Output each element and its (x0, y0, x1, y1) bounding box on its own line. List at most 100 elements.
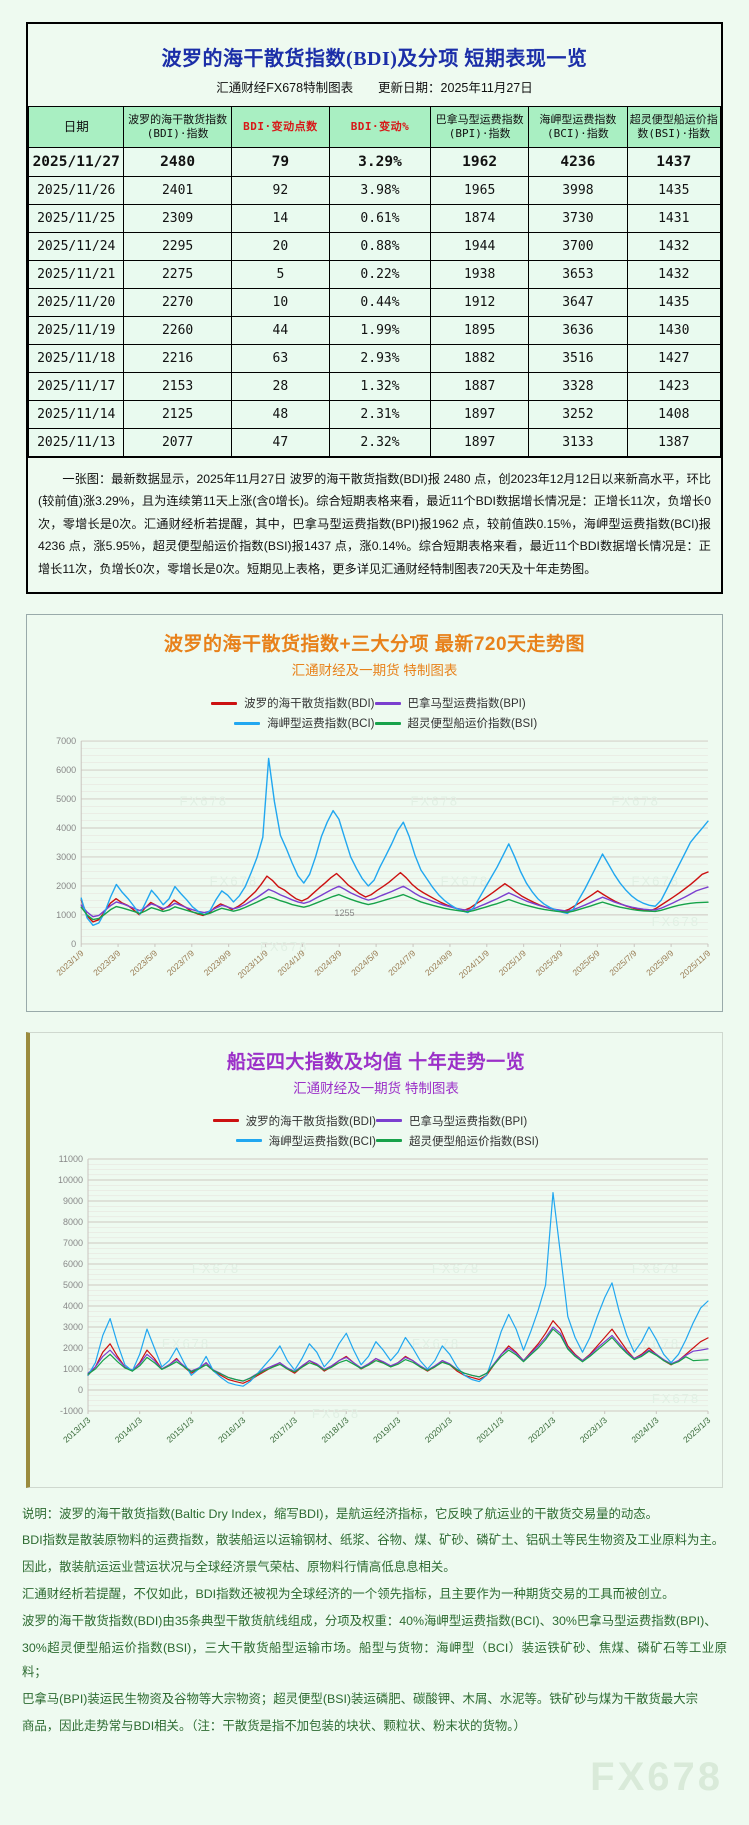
cell-change-percent: 0.88% (328, 231, 432, 261)
cell-bdi: 2125 (123, 399, 232, 429)
table-row: 2025/11/27 2480 79 3.29% 1962 4236 1437 (27, 146, 722, 177)
table-row: 2025/11/24 2295 20 0.88% 1944 3700 1432 (27, 231, 722, 261)
svg-text:FX678: FX678 (632, 1336, 680, 1351)
cell-change-points: 63 (230, 343, 330, 373)
chart-tenyear-plot-area: -1000 0 1000 2000 3000 4000 5000 6000 7000 8000 90… (30, 1153, 722, 1487)
chart-tenyear-subtitle: 汇通财经及一期货 特制图表 (293, 1080, 459, 1096)
svg-text:2000: 2000 (56, 881, 76, 891)
cell-bpi: 1962 (430, 146, 530, 177)
footer-line: 说明：波罗的海干散货指数(Baltic Dry Index，缩写BDI)，是航运… (22, 1506, 659, 1521)
svg-text:2017/1/3: 2017/1/3 (268, 1414, 299, 1444)
cell-change-percent: 0.22% (328, 259, 432, 289)
table-row: 2025/11/14 2125 48 2.31% 1897 3252 1408 (27, 399, 722, 429)
table-subtitle: 汇通财经FX678特制图表 更新日期：2025年11月27日 (28, 77, 721, 106)
legend-item-bdi[interactable]: 波罗的海干散货指数(BDI) (55, 693, 375, 713)
footer-line: 巴拿马(BPI)装运民生物资及谷物等大宗物资；超灵便型(BSI)装运磷肥、碳酸钾… (22, 1692, 698, 1707)
cell-date: 2025/11/20 (27, 287, 125, 317)
cell-change-percent: 3.98% (328, 175, 432, 205)
chart-720day-svg: 0 1000 2000 3000 4000 5000 6000 7000 FX678 FX678 F… (54, 736, 712, 981)
svg-text:1255: 1255 (334, 908, 354, 918)
cell-date: 2025/11/17 (27, 371, 125, 401)
table-row: 2025/11/21 2275 5 0.22% 1938 3653 1432 (27, 259, 722, 289)
svg-text:5000: 5000 (63, 1280, 83, 1290)
cell-bci: 3328 (528, 371, 628, 401)
cell-bci: 3252 (528, 399, 628, 429)
cell-bpi: 1874 (430, 203, 530, 233)
cell-date: 2025/11/18 (27, 343, 125, 373)
table-row: 2025/11/25 2309 14 0.61% 1874 3730 1431 (27, 203, 722, 233)
legend-item-bsi[interactable]: 超灵便型船运价指数(BSI) (376, 1131, 694, 1151)
legend-item-bpi[interactable]: 巴拿马型运费指数(BPI) (374, 693, 695, 713)
bdi-table-panel: 波罗的海干散货指数(BDI)及分项 短期表现一览 汇通财经FX678特制图表 更… (26, 22, 723, 595)
svg-text:0: 0 (71, 939, 76, 949)
cell-date: 2025/11/25 (27, 203, 125, 233)
svg-text:8000: 8000 (63, 1217, 83, 1227)
column-header-bdi: 波罗的海干散货指数(BDI)·指数 (123, 106, 232, 148)
chart-tenyear-svg: -1000 0 1000 2000 3000 4000 5000 6000 7000 8000 90… (58, 1154, 713, 1445)
table-row: 2025/11/13 2077 47 2.32% 1897 3133 1387 (27, 427, 722, 457)
svg-text:2023/9/9: 2023/9/9 (202, 948, 234, 978)
svg-text:FX678: FX678 (441, 874, 489, 889)
svg-text:0: 0 (78, 1385, 83, 1395)
cell-bpi: 1897 (430, 427, 530, 457)
table-row: 2025/11/18 2216 63 2.93% 1882 3516 1427 (27, 343, 722, 373)
footer-line: 汇通财经析若提醒，不仅如此，BDI指数还被视为全球经济的一个领先指标，且主要作为… (22, 1586, 675, 1601)
cell-date: 2025/11/27 (27, 146, 125, 177)
cell-change-percent: 0.44% (328, 287, 432, 317)
column-header-bdi-change-percent: BDI·变动% (328, 106, 432, 148)
cell-date: 2025/11/24 (27, 231, 125, 261)
cell-bdi: 2077 (123, 427, 232, 457)
svg-text:2014/1/3: 2014/1/3 (113, 1414, 144, 1444)
column-header-date: 日期 (27, 106, 125, 148)
cell-bdi: 2275 (123, 259, 232, 289)
footer-line: 商品，因此走势常与BDI相关。（注：干散货是指不加包装的块状、颗粒状、粉末状的货… (22, 1719, 526, 1733)
page-root: 波罗的海干散货指数(BDI)及分项 短期表现一览 汇通财经FX678特制图表 更… (0, 22, 749, 1820)
cell-bdi: 2260 (123, 315, 232, 345)
cell-date: 2025/11/13 (27, 427, 125, 457)
cell-bdi: 2401 (123, 175, 232, 205)
cell-bci: 3998 (528, 175, 628, 205)
svg-text:2024/3/9: 2024/3/9 (312, 948, 344, 978)
legend-item-bpi[interactable]: 巴拿马型运费指数(BPI) (376, 1111, 694, 1131)
legend-label-bpi: 巴拿马型运费指数(BPI) (407, 698, 526, 711)
svg-text:FX678: FX678 (631, 874, 679, 889)
svg-text:2023/3/9: 2023/3/9 (91, 948, 123, 978)
cell-bdi: 2295 (123, 231, 232, 261)
legend-item-bci[interactable]: 海岬型运费指数(BCI) (55, 713, 375, 733)
cell-bpi: 1897 (430, 399, 530, 429)
svg-text:9000: 9000 (63, 1196, 83, 1206)
svg-text:2024/11/9: 2024/11/9 (457, 948, 492, 981)
cell-bsi: 1387 (626, 427, 722, 457)
cell-change-percent: 1.32% (328, 371, 432, 401)
svg-text:3000: 3000 (63, 1322, 83, 1332)
svg-text:FX678: FX678 (192, 1261, 240, 1276)
svg-text:5000: 5000 (56, 794, 76, 804)
legend-item-bci[interactable]: 海岬型运费指数(BCI) (58, 1131, 376, 1151)
svg-text:FX678: FX678 (432, 1261, 480, 1276)
svg-text:FX678: FX678 (210, 874, 258, 889)
cell-bci: 3636 (528, 315, 628, 345)
footer-description: 说明：波罗的海干散货指数(Baltic Dry Index，缩写BDI)，是航运… (0, 1488, 749, 1751)
cell-bdi: 2216 (123, 343, 232, 373)
cell-bsi: 1435 (626, 175, 722, 205)
chart-tenyear-legend: 波罗的海干散货指数(BDI) 巴拿马型运费指数(BPI) 海岬型运费指数(BCI… (30, 1101, 722, 1153)
svg-text:2024/5/9: 2024/5/9 (349, 948, 381, 978)
svg-text:FX678: FX678 (412, 1336, 460, 1351)
chart-720day-legend: 波罗的海干散货指数(BDI) 巴拿马型运费指数(BPI) 海岬型运费指数(BCI… (27, 683, 722, 735)
legend-item-bsi[interactable]: 超灵便型船运价指数(BSI) (374, 713, 695, 733)
legend-item-bdi[interactable]: 波罗的海干散货指数(BDI) (58, 1111, 376, 1131)
legend-label-bdi: 波罗的海干散货指数(BDI) (245, 1115, 376, 1128)
cell-bci: 3700 (528, 231, 628, 261)
svg-text:FX678: FX678 (162, 1336, 210, 1351)
svg-text:2013/1/3: 2013/1/3 (61, 1414, 92, 1444)
svg-text:FX678: FX678 (411, 794, 459, 809)
svg-text:2023/1/9: 2023/1/9 (54, 948, 86, 978)
svg-text:2025/5/9: 2025/5/9 (570, 948, 602, 978)
cell-bci: 3730 (528, 203, 628, 233)
svg-text:1000: 1000 (56, 910, 76, 920)
svg-text:3000: 3000 (56, 852, 76, 862)
cell-date: 2025/11/21 (27, 259, 125, 289)
table-row: 2025/11/17 2153 28 1.32% 1887 3328 1423 (27, 371, 722, 401)
chart-720day-plot-area: 0 1000 2000 3000 4000 5000 6000 7000 FX678 FX678 F… (27, 735, 722, 1010)
cell-bdi: 2309 (123, 203, 232, 233)
